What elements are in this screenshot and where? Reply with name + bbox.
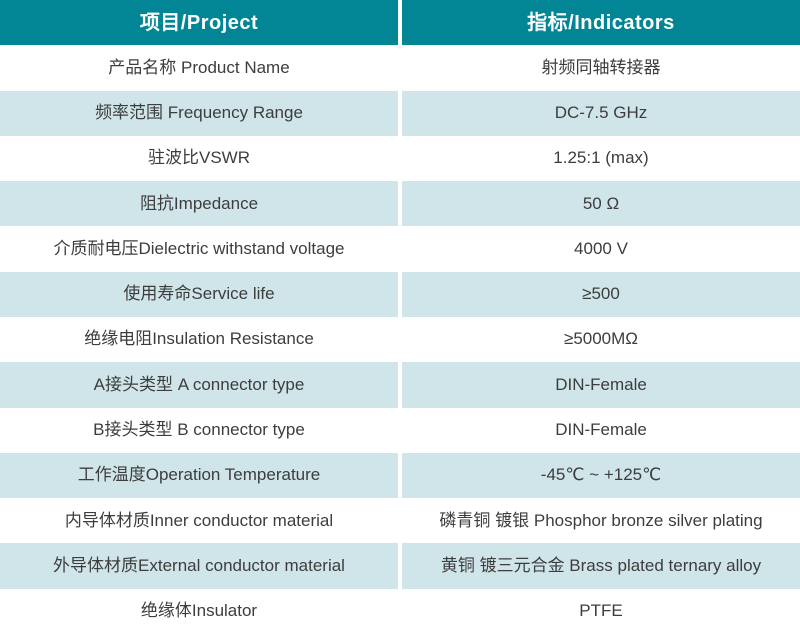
indicator-cell: 黄铜 镀三元合金 Brass plated ternary alloy: [402, 543, 800, 589]
indicator-cell: DIN-Female: [402, 407, 800, 453]
indicator-cell: 射频同轴转接器: [402, 45, 800, 91]
header-cell-project: 项目/Project: [0, 0, 398, 46]
table-row-a-connector-type: A接头类型 A connector type DIN-Female: [0, 362, 800, 408]
project-cell: 阻抗Impedance: [0, 181, 398, 227]
table-row-external-conductor-material: 外导体材质External conductor material 黄铜 镀三元合…: [0, 543, 800, 589]
project-cell: 介质耐电压Dielectric withstand voltage: [0, 226, 398, 272]
table-row-insulation-resistance: 绝缘电阻Insulation Resistance ≥5000MΩ: [0, 316, 800, 363]
project-cell: 外导体材质External conductor material: [0, 543, 398, 589]
table-row-b-connector-type: B接头类型 B connector type DIN-Female: [0, 407, 800, 453]
indicator-cell: 4000 V: [402, 226, 800, 272]
project-cell: B接头类型 B connector type: [0, 407, 398, 453]
indicator-cell: ≥5000MΩ: [402, 316, 800, 363]
table-row-impedance: 阻抗Impedance 50 Ω: [0, 181, 800, 227]
project-cell: 使用寿命Service life: [0, 271, 398, 317]
table-row-operation-temperature: 工作温度Operation Temperature -45℃ ~ +125℃: [0, 452, 800, 499]
header-cell-indicators: 指标/Indicators: [402, 0, 800, 46]
indicator-cell: PTFE: [402, 588, 800, 634]
project-cell: 频率范围 Frequency Range: [0, 90, 398, 136]
indicator-cell: 磷青铜 镀银 Phosphor bronze silver plating: [402, 498, 800, 544]
indicator-cell: ≥500: [402, 271, 800, 317]
table-row-dielectric-voltage: 介质耐电压Dielectric withstand voltage 4000 V: [0, 226, 800, 272]
table-row-product-name: 产品名称 Product Name 射频同轴转接器: [0, 45, 800, 91]
table-row-frequency-range: 频率范围 Frequency Range DC-7.5 GHz: [0, 90, 800, 136]
table-row-inner-conductor-material: 内导体材质Inner conductor material 磷青铜 镀银 Pho…: [0, 498, 800, 544]
table-row-vswr: 驻波比VSWR 1.25:1 (max): [0, 135, 800, 182]
project-cell: 绝缘电阻Insulation Resistance: [0, 316, 398, 363]
indicator-cell: DC-7.5 GHz: [402, 90, 800, 136]
project-cell: 驻波比VSWR: [0, 135, 398, 182]
table-header-row: 项目/Project 指标/Indicators: [0, 0, 800, 46]
table-row-insulator: 绝缘体Insulator PTFE: [0, 588, 800, 634]
indicator-cell: 1.25:1 (max): [402, 135, 800, 182]
project-cell: 绝缘体Insulator: [0, 588, 398, 634]
table-row-service-life: 使用寿命Service life ≥500: [0, 271, 800, 317]
indicator-cell: 50 Ω: [402, 181, 800, 227]
project-cell: 产品名称 Product Name: [0, 45, 398, 91]
project-cell: 内导体材质Inner conductor material: [0, 498, 398, 544]
indicator-cell: DIN-Female: [402, 362, 800, 408]
project-cell: A接头类型 A connector type: [0, 362, 398, 408]
indicator-cell: -45℃ ~ +125℃: [402, 452, 800, 499]
project-cell: 工作温度Operation Temperature: [0, 452, 398, 499]
